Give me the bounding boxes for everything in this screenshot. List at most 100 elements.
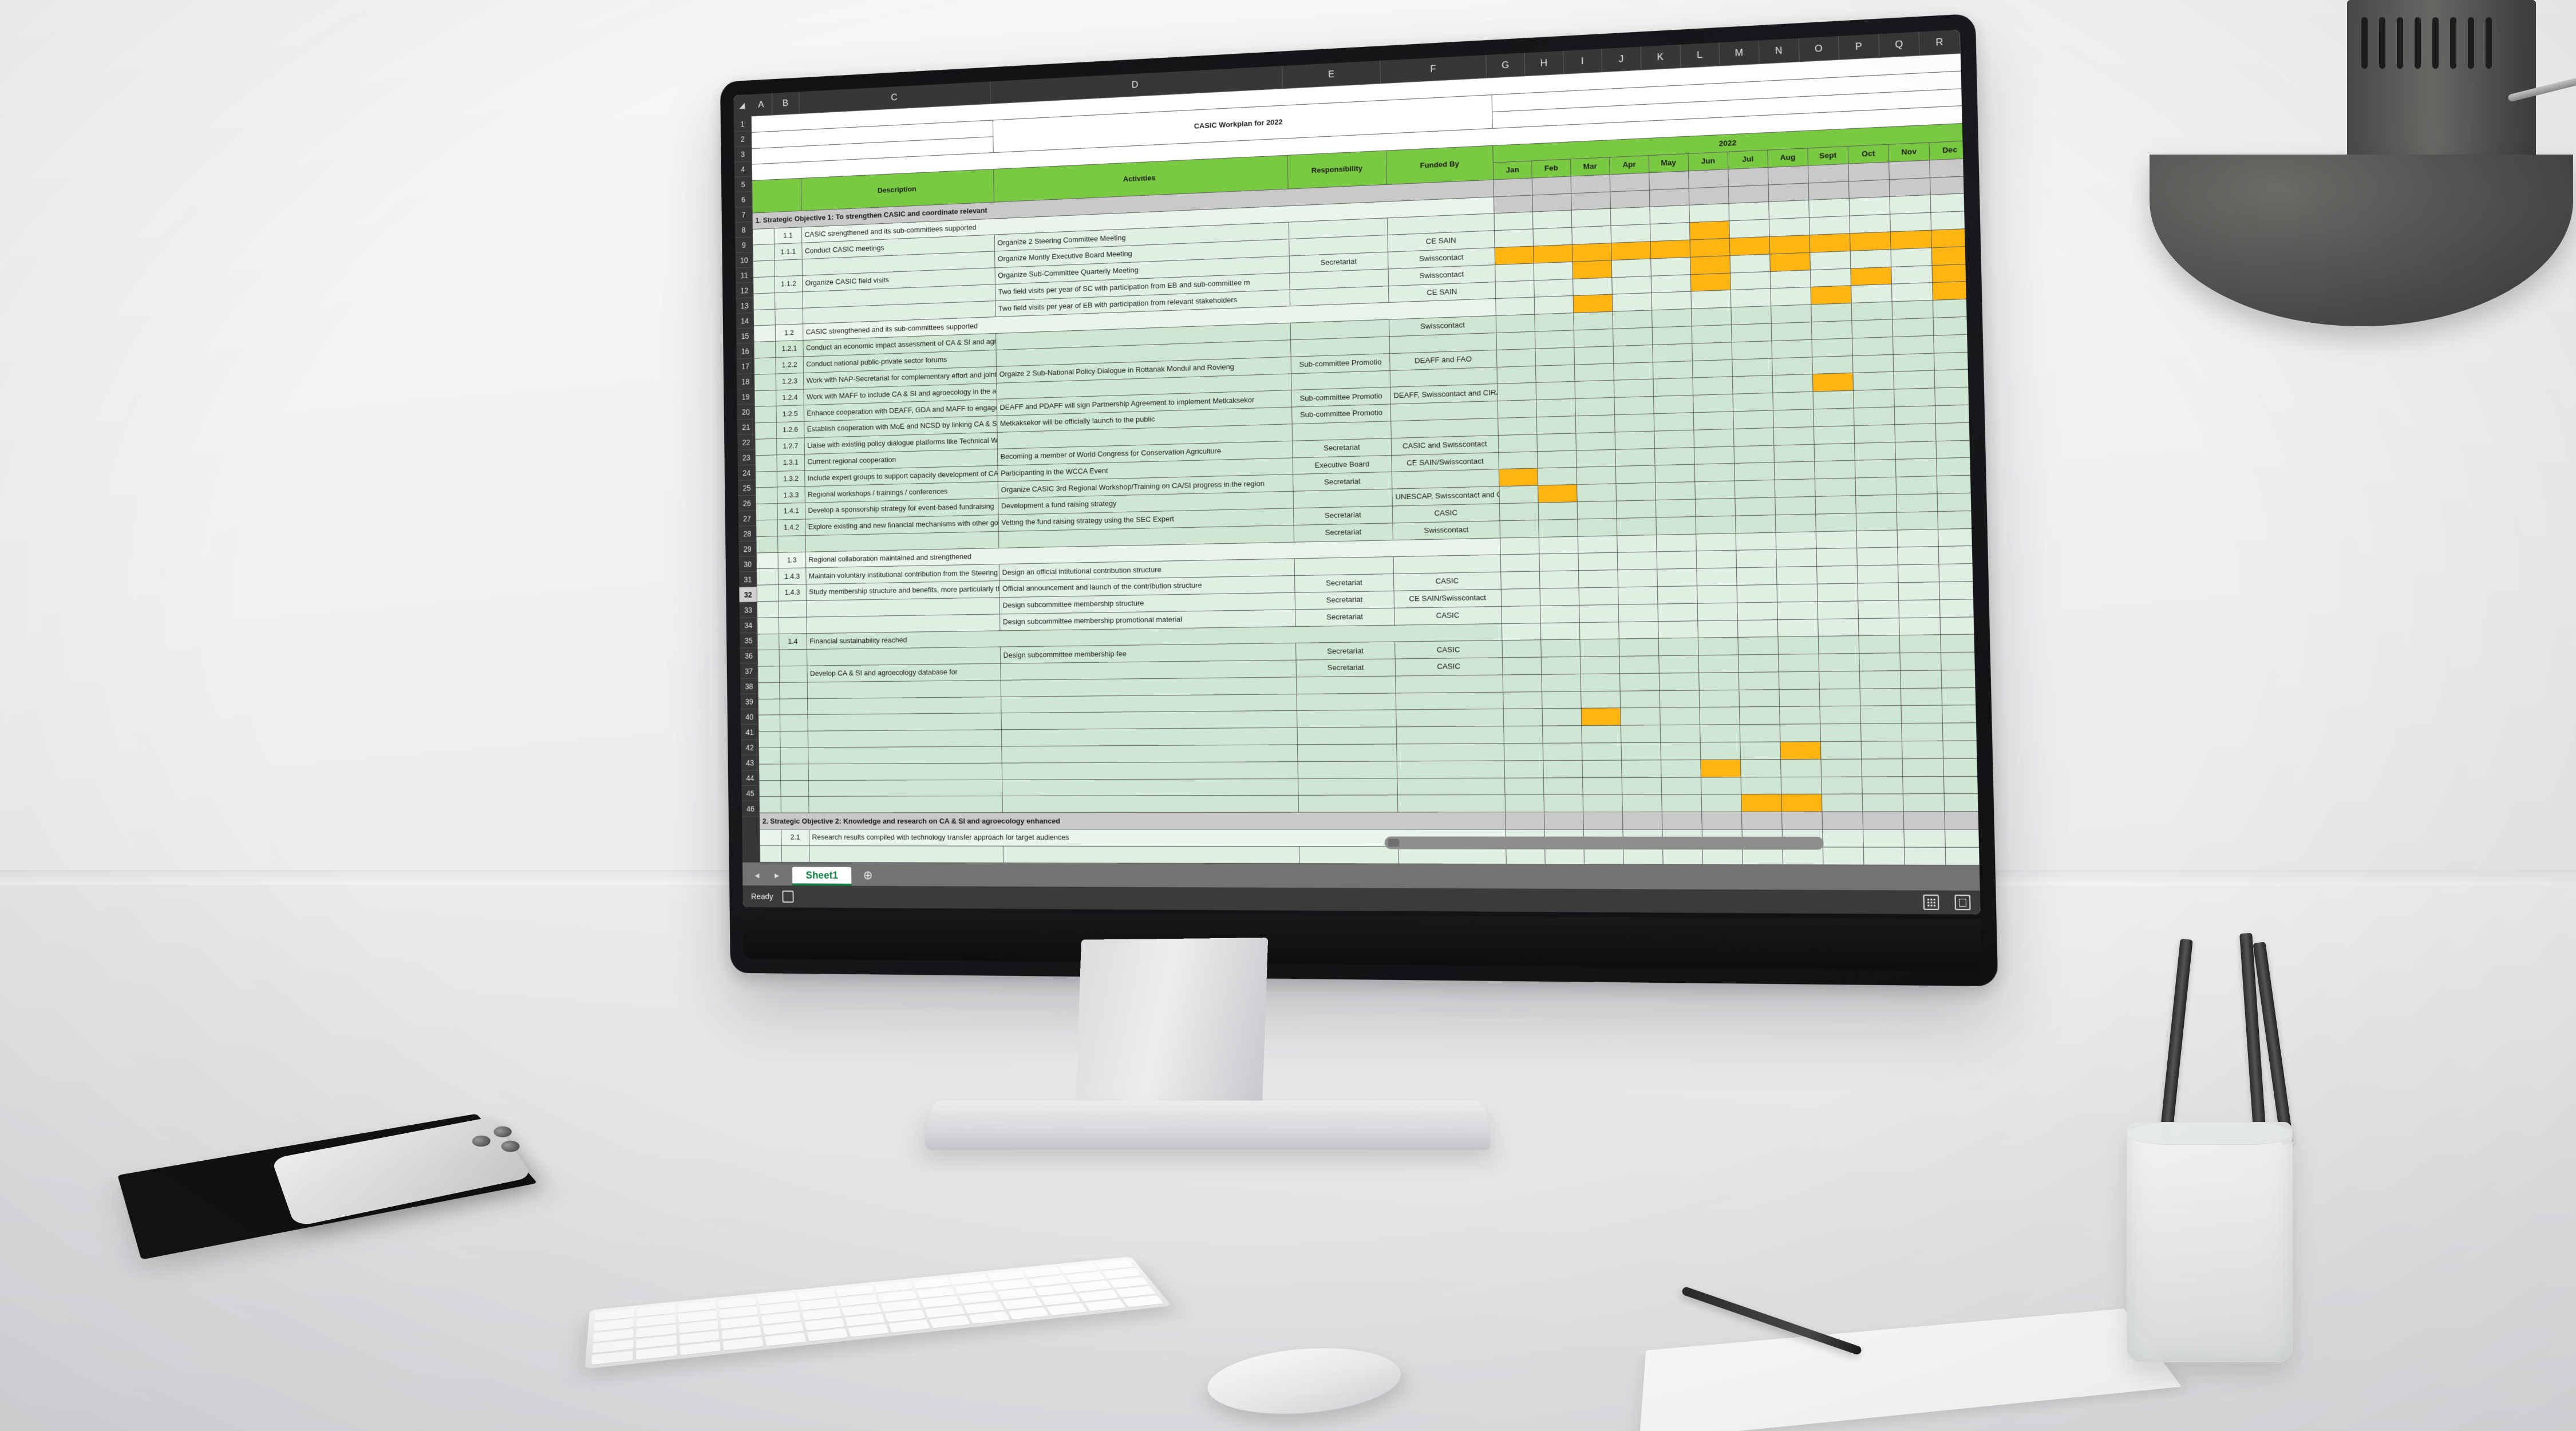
gantt-cell[interactable] [1580,656,1620,674]
gantt-cell[interactable] [1779,706,1820,725]
activity-code[interactable]: 1.3.2 [777,470,805,488]
gantt-cell[interactable] [1618,586,1658,604]
gantt-cell[interactable] [1769,218,1810,237]
gantt-cell[interactable] [1498,451,1538,469]
gantt-cell[interactable] [1649,205,1690,224]
gantt-cell[interactable] [1815,478,1856,497]
activity-responsibility[interactable] [1299,846,1399,864]
gantt-cell[interactable] [1700,742,1741,760]
gantt-cell[interactable] [1536,416,1576,434]
row-header-21[interactable]: 21 [737,419,755,436]
gantt-cell[interactable] [1615,430,1655,449]
gantt-cell[interactable] [1694,481,1735,500]
gantt-cell[interactable] [1819,671,1860,689]
gantt-cell[interactable] [1542,691,1582,709]
outcome-code-1-4[interactable]: 1.4 [779,633,807,650]
row-header-9[interactable]: 9 [735,237,753,254]
row-header-4[interactable]: 4 [734,161,752,177]
gantt-cell[interactable] [1937,475,1978,494]
activity-funded-by[interactable] [1396,691,1504,710]
gantt-cell[interactable] [1858,600,1899,619]
gantt-cell[interactable] [1505,812,1545,830]
activity-detail[interactable] [1002,795,1299,813]
gantt-cell[interactable] [1571,226,1611,245]
activity-detail[interactable] [1001,677,1297,697]
outcome-code-1-1[interactable]: 1.1 [774,227,802,244]
activity-responsibility[interactable] [1293,489,1393,508]
gantt-cell[interactable] [1851,302,1893,321]
gantt-cell[interactable] [1534,313,1574,332]
activity-responsibility[interactable]: Secretariat [1294,574,1394,593]
gantt-cell[interactable] [1692,325,1732,343]
gantt-cell[interactable] [1579,622,1619,640]
normal-view-icon[interactable] [1923,894,1939,910]
gantt-cell[interactable] [1852,337,1894,356]
gantt-cell[interactable] [1896,493,1938,512]
activity-detail[interactable] [1001,710,1298,730]
gantt-cell[interactable] [1894,423,1936,442]
gantt-marker-cell[interactable] [1932,281,1974,301]
gantt-cell[interactable] [1891,282,1933,302]
gantt-cell[interactable] [1618,603,1658,622]
gantt-cell[interactable] [1657,603,1698,622]
row-header-29[interactable]: 29 [738,541,757,557]
gantt-cell[interactable] [1497,365,1536,384]
header-responsibility[interactable]: Responsibility [1287,151,1387,189]
gantt-cell[interactable] [1620,690,1660,709]
gantt-cell[interactable] [1849,214,1891,234]
cell-a[interactable] [759,780,781,797]
activity-code[interactable]: 1.2.4 [776,389,804,406]
gantt-cell[interactable] [1849,196,1890,216]
header-month-feb[interactable]: Feb [1531,159,1571,178]
gantt-cell[interactable] [1895,458,1937,477]
column-header-j[interactable]: J [1602,46,1642,72]
gantt-cell[interactable] [1894,405,1936,425]
activity-description[interactable] [807,713,1002,732]
gantt-cell[interactable] [1942,722,1980,741]
activity-code[interactable] [780,747,809,764]
gantt-cell[interactable] [1498,434,1538,453]
gantt-cell[interactable] [1902,741,1943,759]
gantt-cell[interactable] [1505,794,1544,812]
gantt-cell[interactable] [1575,380,1614,399]
gantt-cell[interactable] [1539,553,1579,572]
cell-a[interactable] [755,438,777,456]
gantt-cell[interactable] [1850,249,1891,268]
accessibility-checker-icon[interactable] [782,890,794,903]
grid-area[interactable]: 1 2 3 4 5 6 7 8 9 10 11 12 13 14 15 16 17 18 19 20 21 22 23 24 2… [733,53,1980,866]
gantt-cell[interactable] [1930,176,1971,195]
gantt-marker-cell[interactable] [1690,255,1730,275]
gantt-cell[interactable] [1854,424,1895,443]
gantt-marker-cell[interactable] [1931,246,1973,266]
select-all-corner[interactable] [733,102,751,109]
activity-funded-by[interactable] [1392,469,1499,489]
gantt-cell[interactable] [1943,758,1980,777]
gantt-cell[interactable] [1739,689,1780,707]
gantt-cell[interactable] [1500,554,1540,572]
gantt-cell[interactable] [1610,189,1650,209]
activity-responsibility[interactable] [1297,727,1397,745]
cell-a[interactable] [753,276,775,294]
gantt-marker-cell[interactable] [1572,260,1612,279]
cell-a[interactable] [758,748,781,764]
activity-responsibility[interactable]: Secretariat [1293,472,1392,492]
gantt-cell[interactable] [1496,314,1535,333]
gantt-cell[interactable] [1818,618,1859,637]
gantt-cell[interactable] [1654,412,1694,431]
activity-code[interactable]: 1.4.1 [777,503,805,520]
gantt-cell[interactable] [1498,400,1537,418]
activity-code[interactable] [780,714,808,732]
gantt-cell[interactable] [1897,511,1938,530]
gantt-cell[interactable] [1619,655,1660,674]
gantt-cell[interactable] [1808,163,1849,183]
gantt-cell[interactable] [1693,394,1733,413]
activity-responsibility[interactable] [1298,795,1398,813]
gantt-cell[interactable] [1500,520,1539,538]
gantt-cell[interactable] [1661,760,1701,777]
activity-code[interactable]: 1.3.3 [777,487,805,504]
gantt-cell[interactable] [1660,725,1701,743]
gantt-cell[interactable] [1495,263,1534,282]
gantt-cell[interactable] [1855,477,1897,496]
gantt-cell[interactable] [1700,724,1740,742]
gantt-cell[interactable] [1777,619,1819,637]
